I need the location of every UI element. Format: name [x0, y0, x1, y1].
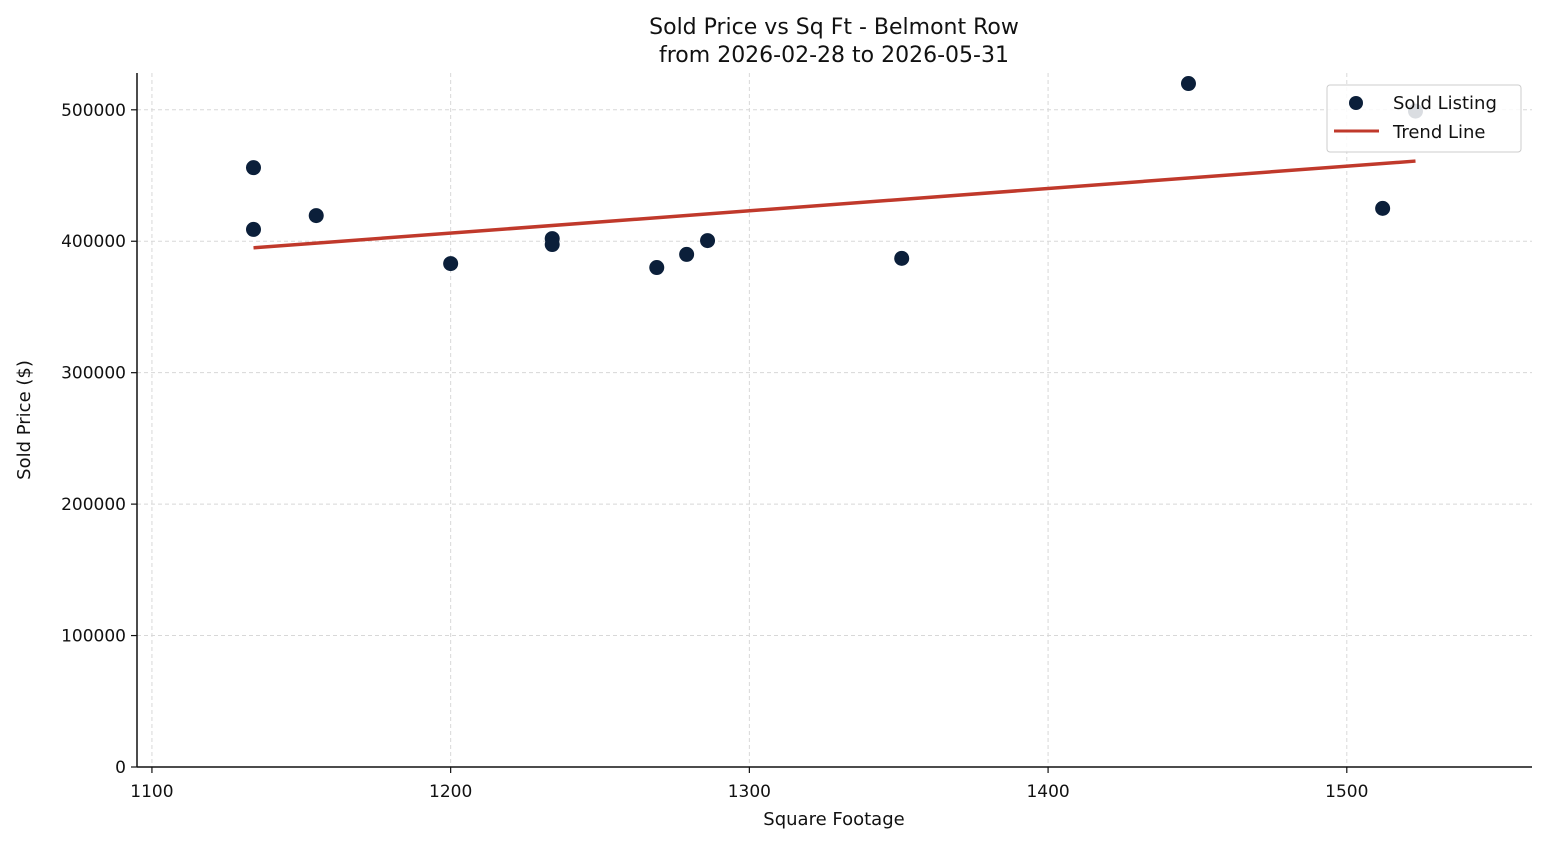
- grid-layer: [137, 73, 1532, 768]
- legend-marker-sold-listing: [1349, 96, 1363, 110]
- y-tick-label: 0: [115, 758, 126, 778]
- data-point: [1375, 200, 1391, 216]
- data-point: [894, 250, 910, 266]
- x-tick-label: 1200: [429, 782, 472, 802]
- data-point: [679, 246, 695, 262]
- legend-label-trend-line: Trend Line: [1392, 122, 1486, 143]
- chart-title: Sold Price vs Sq Ft - Belmont Row: [649, 15, 1019, 40]
- trend-layer: [253, 159, 1416, 250]
- legend-box: [1326, 84, 1522, 153]
- data-point: [544, 237, 560, 253]
- trend-line: [253, 159, 1416, 250]
- x-tick-label: 1100: [130, 782, 173, 802]
- data-point: [1180, 76, 1196, 92]
- legend: Sold Listing Trend Line: [1326, 84, 1522, 153]
- x-tick-label: 1500: [1325, 782, 1368, 802]
- y-tick-label: 500000: [61, 101, 126, 121]
- data-point: [649, 260, 665, 276]
- y-tick-label: 200000: [61, 495, 126, 515]
- chart-subtitle: from 2026-02-28 to 2026-05-31: [659, 43, 1009, 68]
- data-point: [245, 160, 261, 176]
- legend-label-sold-listing: Sold Listing: [1393, 93, 1497, 114]
- y-tick-label: 300000: [61, 364, 126, 384]
- data-point: [700, 233, 716, 249]
- x-axis-label: Square Footage: [763, 809, 904, 830]
- y-tick-label: 400000: [61, 232, 126, 252]
- y-tick-label: 100000: [61, 627, 126, 647]
- y-ticks: 0 100000 200000 300000 400000 500000: [61, 101, 137, 778]
- data-point: [245, 221, 261, 237]
- data-point: [443, 256, 459, 272]
- point-layer: [245, 76, 1424, 276]
- x-tick-label: 1300: [728, 782, 771, 802]
- x-ticks: 1100 1200 1300 1400 1500: [130, 767, 1368, 802]
- y-axis-label: Sold Price ($): [14, 360, 35, 480]
- x-tick-label: 1400: [1026, 782, 1069, 802]
- data-point: [308, 208, 324, 224]
